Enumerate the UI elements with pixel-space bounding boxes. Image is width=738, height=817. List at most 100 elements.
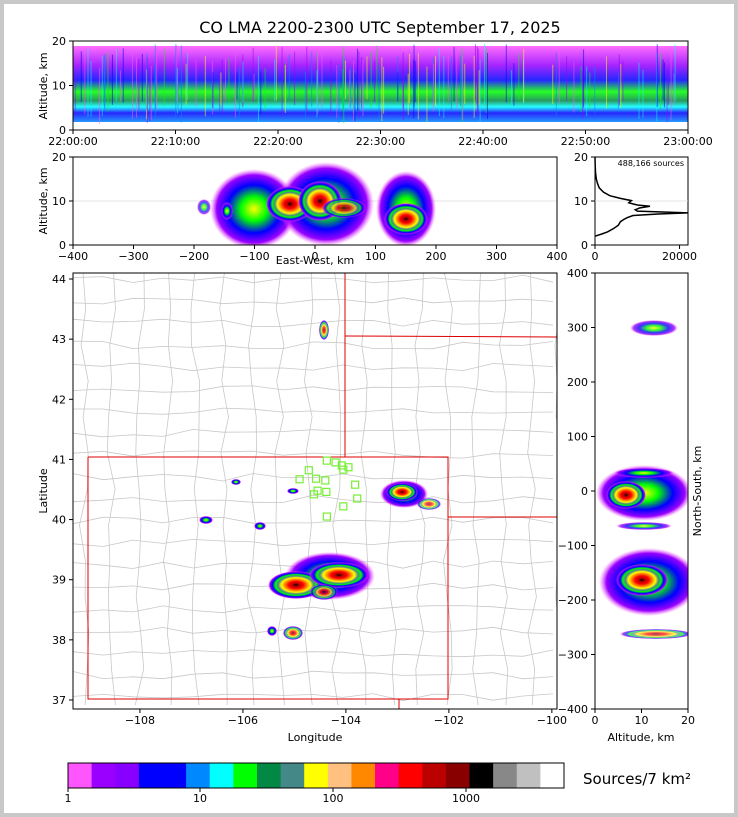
north-south-x-tick-label: 10 <box>635 714 649 727</box>
station-marker <box>309 490 319 499</box>
county-line-vertical <box>471 273 481 706</box>
altitude-time-ticks: 22:00:00 22:10:00 22:20:00 22:30:00 22:40:00… <box>48 35 712 148</box>
storm-south-cell <box>310 584 338 600</box>
county-line-horizontal <box>73 385 554 393</box>
colorbar-swatch <box>445 763 471 788</box>
county-line-vertical <box>219 273 229 706</box>
storm-cell-small-2 <box>197 199 211 215</box>
county-line-horizontal <box>73 318 554 327</box>
east-west-x-tick-label: 300 <box>486 250 507 263</box>
station-marker <box>304 466 313 475</box>
north-south-y-tick-label: −200 <box>558 594 588 607</box>
north-south-y-tick-label: 400 <box>567 267 588 280</box>
ns-cell-north <box>630 320 678 336</box>
east-west-x-tick-label: −300 <box>118 250 148 263</box>
station-marker <box>339 465 348 474</box>
storm-small-cell <box>283 626 303 640</box>
map-y-tick-label: 38 <box>52 634 66 647</box>
station-marker <box>322 487 331 497</box>
north-south-y-tick-label: −400 <box>558 703 588 716</box>
north-south-x-tick-label: 0 <box>592 714 599 727</box>
ns-core-160 <box>616 564 668 596</box>
colorbar-swatch <box>540 763 565 788</box>
county-line-vertical <box>190 273 200 706</box>
altitude-time-ylabel: Altitude, km <box>37 52 50 119</box>
county-line-horizontal <box>73 605 554 614</box>
east-west-panel: −400 −300 −200 −100 0 100 200 300 400 0 10 20 Altit… <box>37 151 568 267</box>
county-line-horizontal <box>73 340 554 350</box>
ns-band-bottom <box>620 629 688 639</box>
histogram-profile-line <box>594 156 689 237</box>
ns-band-small <box>616 522 672 530</box>
colorbar-tick-label: 10 <box>193 792 207 805</box>
county-line-vertical <box>274 273 285 706</box>
lma-stations <box>295 456 362 521</box>
colorbar-swatch <box>68 763 93 788</box>
station-marker <box>322 456 331 465</box>
east-west-xlabel: East-West, km <box>276 254 354 267</box>
station-marker <box>295 475 304 484</box>
storm-core-east <box>384 203 428 235</box>
colorbar-ticks: 1 10 100 1000 <box>65 788 480 805</box>
station-marker <box>311 474 321 483</box>
storm-northeast-tail <box>417 498 441 510</box>
colorbar-swatches <box>68 763 565 788</box>
county-line-horizontal <box>73 407 554 415</box>
map-y-tick-label: 42 <box>52 393 66 406</box>
storm-west-cell-4 <box>287 488 299 494</box>
map-x-tick-label: −106 <box>228 714 258 727</box>
map-y-tick-label: 40 <box>52 514 66 527</box>
colorbar-swatch <box>138 763 163 788</box>
histogram-y-tick-label: 10 <box>574 195 588 208</box>
altitude-time-x-tick-label: 22:30:00 <box>356 135 405 148</box>
altitude-time-x-tick-label: 22:00:00 <box>48 135 97 148</box>
east-west-ticks: −400 −300 −200 −100 0 100 200 300 400 0 10 20 <box>52 151 568 263</box>
altitude-time-streaks <box>73 44 676 124</box>
county-line-horizontal <box>73 274 554 284</box>
colorbar-tick-label: 1000 <box>452 792 480 805</box>
station-marker <box>353 494 362 503</box>
colorbar: 1 10 100 1000 Sources/7 km² <box>65 762 691 805</box>
county-line-horizontal <box>73 297 554 305</box>
colorbar-swatch <box>233 763 258 788</box>
map-y-tick-label: 37 <box>52 694 66 707</box>
histogram-y-tick-label: 0 <box>581 239 588 252</box>
map-frame <box>72 272 558 710</box>
colorbar-swatch <box>469 763 494 788</box>
altitude-time-y-tick-label: 0 <box>59 124 66 137</box>
county-line-horizontal <box>73 693 554 702</box>
altitude-time-density <box>73 46 688 122</box>
county-line-horizontal <box>73 649 554 658</box>
figure-frame: CO LMA 2200-2300 UTC September 17, 2025 … <box>4 4 734 813</box>
storm-south-east <box>309 562 369 588</box>
chart-title: CO LMA 2200-2300 UTC September 17, 2025 <box>199 18 560 37</box>
east-west-ylabel: Altitude, km <box>37 167 50 234</box>
storm-northeast <box>386 483 418 501</box>
ns-core-0 <box>606 481 646 509</box>
map-x-tick-label: −104 <box>331 714 361 727</box>
histogram-ticks: 0 20000 0 10 20 <box>574 151 697 263</box>
altitude-time-y-tick-label: 20 <box>52 35 66 48</box>
storm-core-anvil <box>322 198 366 218</box>
north-south-y-tick-label: −300 <box>558 649 588 662</box>
colorbar-tick-label: 1 <box>65 792 72 805</box>
county-line-horizontal <box>73 538 554 547</box>
map-x-tick-label: −100 <box>537 714 567 727</box>
ns-band-top <box>614 468 674 478</box>
north-south-panel: 0 10 20 400 300 200 100 0 −100 −200 −300 −400 Altit… <box>558 267 704 744</box>
east-west-x-tick-label: 100 <box>365 250 386 263</box>
lightning-storms <box>199 320 441 640</box>
east-west-y-tick-label: 20 <box>52 151 66 164</box>
colorbar-swatch <box>493 763 518 788</box>
map-ylabel: Latitude <box>37 468 50 514</box>
colorbar-swatch <box>422 763 447 788</box>
county-line-vertical <box>554 328 557 705</box>
histogram-y-tick-label: 20 <box>574 151 588 164</box>
colorbar-label: Sources/7 km² <box>583 770 691 788</box>
map-x-tick-label: −102 <box>434 714 464 727</box>
south-dakota-border <box>344 335 557 338</box>
altitude-time-x-tick-label: 22:40:00 <box>458 135 507 148</box>
colorbar-tick-label: 100 <box>323 792 344 805</box>
map-y-tick-label: 44 <box>52 273 66 286</box>
altitude-time-x-tick-label: 22:50:00 <box>561 135 610 148</box>
